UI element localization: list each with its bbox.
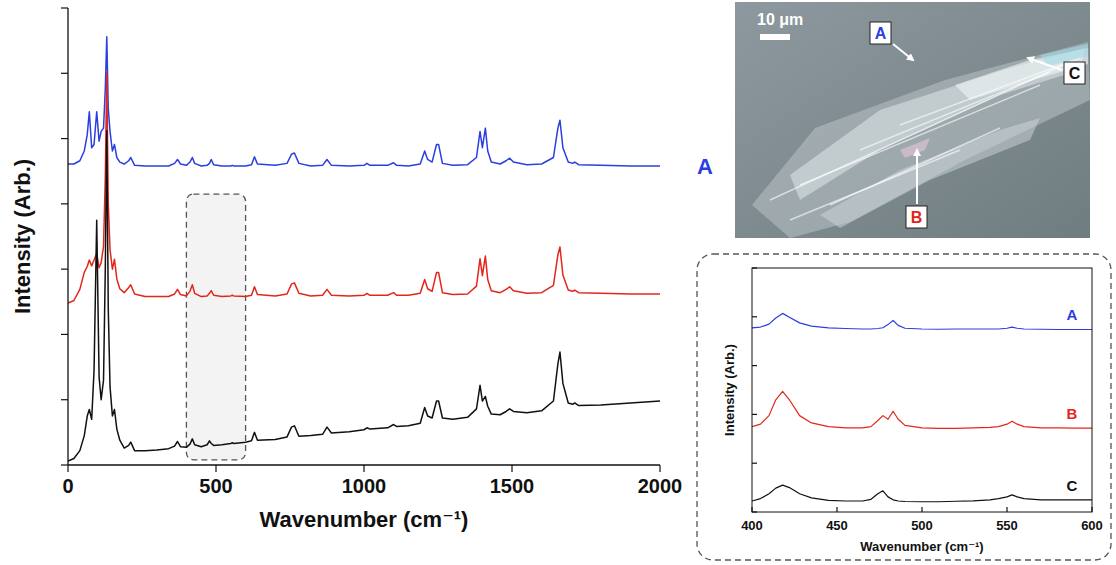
series-label: A: [697, 154, 713, 179]
crystal-streak: [790, 150, 960, 220]
micrograph: 10 μm A C B: [735, 2, 1090, 238]
point-label: C: [1069, 65, 1081, 82]
x-tick-label: 600: [1081, 518, 1103, 533]
plot-frame: [752, 268, 1092, 512]
scale-bar: [760, 34, 790, 40]
series-label: A: [1067, 306, 1078, 323]
crystal-streak: [800, 85, 1040, 185]
x-tick-label: 500: [911, 518, 933, 533]
y-axis-title: Intensity (Arb.): [722, 344, 737, 436]
x-tick: [67, 465, 68, 472]
y-tick: [752, 511, 757, 512]
x-tick: [836, 507, 837, 512]
y-tick: [61, 138, 68, 139]
x-tick: [659, 465, 660, 472]
y-axis-line: [67, 8, 68, 465]
x-tick: [1006, 507, 1007, 512]
y-tick: [61, 334, 68, 335]
point-label: A: [875, 25, 887, 42]
y-tick: [61, 399, 68, 400]
scale-bar-label: 10 μm: [757, 11, 803, 28]
chart-0: 0 500 1000 1500 2000 Wavenumber (cm⁻¹) Intensi…: [10, 8, 713, 532]
x-tick: [751, 507, 752, 512]
x-tick-label: 450: [826, 518, 848, 533]
crystal-glint: [900, 138, 930, 158]
crystal-streak: [770, 62, 1070, 200]
spectrum-line: [68, 131, 660, 461]
y-tick: [61, 7, 68, 8]
crystal-facet: [820, 118, 1040, 228]
label-arrow: [916, 150, 918, 204]
y-tick: [752, 316, 757, 317]
label-arrow: [893, 44, 913, 60]
spectrum-line: [752, 391, 1092, 428]
x-tick-label: 1500: [490, 475, 535, 497]
y-tick: [61, 269, 68, 270]
spectrum-line: [752, 485, 1092, 502]
y-tick: [752, 414, 757, 415]
spectrum-line: [68, 37, 660, 166]
y-axis-title: Intensity (Arb.): [10, 159, 35, 314]
spectrum-line: [68, 73, 660, 303]
label-box: [870, 22, 891, 44]
crystal-streak: [860, 72, 1050, 150]
chart-1: 400 450 500 550 600 Wavenumber (cm⁻¹) Intensit…: [722, 268, 1103, 554]
x-tick-label: 0: [62, 475, 73, 497]
spectrum-line: [752, 313, 1092, 329]
plot-area: [68, 37, 660, 461]
y-tick: [752, 463, 757, 464]
x-tick-label: 1000: [342, 475, 387, 497]
y-tick: [61, 464, 68, 465]
x-tick-label: 2000: [638, 475, 683, 497]
crystal: [752, 42, 1090, 238]
photo-background: [735, 2, 1090, 238]
point-label: B: [911, 209, 923, 226]
x-tick: [215, 465, 216, 472]
series-label: C: [1067, 477, 1078, 494]
label-arrow: [1028, 58, 1062, 70]
y-tick: [61, 203, 68, 204]
figure: 0 500 1000 1500 2000 Wavenumber (cm⁻¹) Intensi…: [0, 0, 1116, 565]
crystal-body: [752, 42, 1090, 238]
label-box: [906, 206, 927, 228]
x-axis-title: Wavenumber (cm⁻¹): [260, 507, 469, 532]
y-tick: [752, 267, 757, 268]
highlight-box: [186, 194, 245, 460]
x-tick: [363, 465, 364, 472]
crystal-streak: [900, 58, 1080, 125]
inset-frame: [697, 254, 1111, 560]
x-tick: [1091, 507, 1092, 512]
x-tick-label: 400: [741, 518, 763, 533]
label-box: [1064, 62, 1085, 84]
x-tick: [511, 465, 512, 472]
plot-area: [752, 313, 1092, 501]
y-tick: [752, 365, 757, 366]
x-axis-title: Wavenumber (cm⁻¹): [860, 539, 983, 554]
series-label: B: [1067, 405, 1078, 422]
x-tick-label: 550: [996, 518, 1018, 533]
x-tick: [921, 507, 922, 512]
y-tick: [61, 73, 68, 74]
x-tick-label: 500: [199, 475, 232, 497]
